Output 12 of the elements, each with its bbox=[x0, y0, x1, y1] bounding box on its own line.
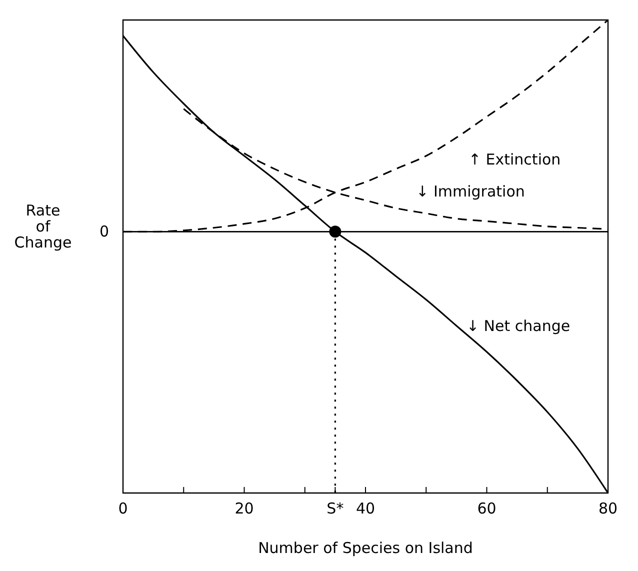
x-tick-label: S* bbox=[326, 500, 344, 518]
x-axis-title: Number of Species on Island bbox=[258, 539, 473, 557]
y-axis-title: Rate of Change bbox=[14, 202, 72, 252]
series-label: ↑ Extinction bbox=[468, 150, 561, 169]
series-label: ↓ Net change bbox=[466, 316, 570, 335]
x-tick-label: 80 bbox=[598, 500, 618, 518]
x-tick-label: 20 bbox=[234, 500, 254, 518]
x-tick-label: 40 bbox=[356, 500, 376, 518]
ref-line-label: 0 bbox=[99, 222, 109, 241]
x-tick-label: 60 bbox=[477, 500, 496, 518]
x-tick-label: 0 bbox=[118, 500, 128, 518]
series-label: ↓ Immigration bbox=[416, 182, 525, 200]
